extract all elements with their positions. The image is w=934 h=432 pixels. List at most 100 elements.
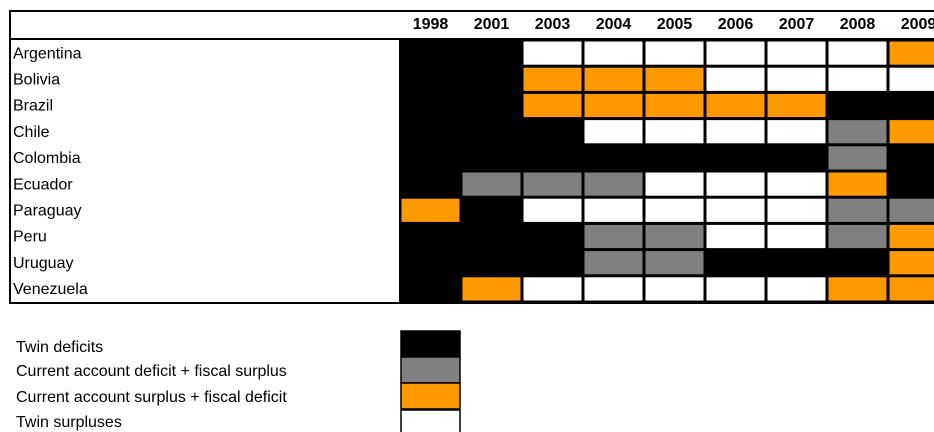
cell <box>767 251 826 275</box>
cell <box>706 67 765 91</box>
country-name: Ecuador <box>13 176 73 193</box>
cell <box>645 198 704 222</box>
year-header: 2003 <box>535 16 571 33</box>
cell <box>645 67 704 91</box>
cell <box>889 251 934 275</box>
cell <box>706 146 765 170</box>
cell <box>767 224 826 249</box>
cell <box>523 198 582 222</box>
cell <box>462 41 521 65</box>
cell <box>462 198 521 222</box>
cell <box>584 41 643 65</box>
cell <box>584 251 643 275</box>
cell <box>889 41 934 65</box>
cell <box>523 120 582 144</box>
cell <box>645 120 704 144</box>
cell <box>889 224 934 249</box>
cell <box>462 224 521 249</box>
cell <box>462 172 521 196</box>
cell <box>462 120 521 144</box>
country-name: Uruguay <box>13 255 73 272</box>
legend-label: Twin surpluses <box>16 414 122 431</box>
cell <box>523 67 582 91</box>
cell <box>401 67 460 91</box>
cell <box>401 277 460 301</box>
legend-swatch <box>400 382 461 410</box>
cell <box>828 93 887 118</box>
cell <box>828 120 887 144</box>
cell <box>889 93 934 118</box>
country-name: Argentina <box>13 45 82 62</box>
cell <box>889 120 934 144</box>
cell <box>706 251 765 275</box>
year-header: 1998 <box>413 16 449 33</box>
cell <box>706 277 765 301</box>
cell <box>401 172 460 196</box>
cell <box>401 93 460 118</box>
year-header: 2008 <box>840 16 876 33</box>
country-name: Paraguay <box>13 203 82 220</box>
cell <box>889 198 934 222</box>
legend-label: Twin deficits <box>16 339 103 356</box>
cell <box>401 224 460 249</box>
cell <box>645 277 704 301</box>
year-header: 2009 <box>901 16 934 33</box>
cell <box>767 67 826 91</box>
cell <box>523 146 582 170</box>
table-frame <box>9 10 934 304</box>
cell <box>584 93 643 118</box>
cell <box>828 251 887 275</box>
cell <box>584 277 643 301</box>
year-header: 2004 <box>596 16 632 33</box>
cell <box>889 172 934 196</box>
legend-label: Current account surplus + fiscal deficit <box>16 389 287 406</box>
cell <box>828 41 887 65</box>
legend-swatch <box>400 330 461 358</box>
year-header: 2001 <box>474 16 510 33</box>
legend-swatch <box>400 409 461 432</box>
cell <box>584 120 643 144</box>
cell <box>767 146 826 170</box>
country-name: Venezuela <box>13 281 88 298</box>
cell <box>645 224 704 249</box>
cell <box>828 198 887 222</box>
cell <box>706 198 765 222</box>
cell <box>584 224 643 249</box>
country-name: Bolivia <box>13 72 60 89</box>
cell <box>767 41 826 65</box>
year-header: 2006 <box>718 16 754 33</box>
cell <box>523 224 582 249</box>
cell <box>828 224 887 249</box>
cell <box>584 198 643 222</box>
legend-label: Current account deficit + fiscal surplus <box>16 363 287 380</box>
country-name: Chile <box>13 124 50 141</box>
cell <box>889 67 934 91</box>
cell <box>767 120 826 144</box>
cell <box>706 224 765 249</box>
cell <box>828 146 887 170</box>
cell <box>401 146 460 170</box>
cell <box>706 93 765 118</box>
cell <box>584 67 643 91</box>
cell <box>767 93 826 118</box>
cell <box>889 277 934 301</box>
cell <box>401 251 460 275</box>
cell <box>706 172 765 196</box>
year-header: 2005 <box>657 16 693 33</box>
cell <box>645 146 704 170</box>
cell <box>462 93 521 118</box>
cell <box>462 251 521 275</box>
cell <box>523 277 582 301</box>
cell <box>645 93 704 118</box>
country-name: Colombia <box>13 150 81 167</box>
cell <box>645 172 704 196</box>
cell <box>401 41 460 65</box>
cell <box>828 172 887 196</box>
cell <box>401 120 460 144</box>
cell <box>523 172 582 196</box>
cell <box>401 198 460 222</box>
cell <box>584 172 643 196</box>
cell <box>462 277 521 301</box>
cell <box>706 120 765 144</box>
